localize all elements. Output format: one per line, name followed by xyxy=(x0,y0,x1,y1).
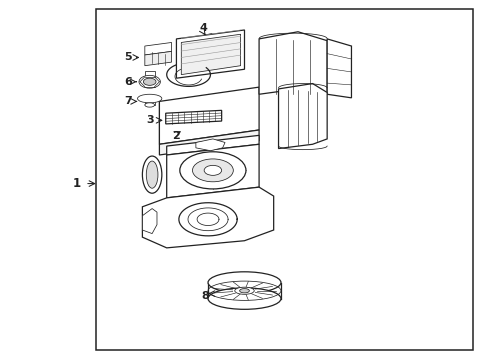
Polygon shape xyxy=(203,33,211,46)
Polygon shape xyxy=(142,187,273,248)
Polygon shape xyxy=(144,71,154,78)
Ellipse shape xyxy=(207,288,281,309)
Polygon shape xyxy=(144,51,171,66)
Text: 7: 7 xyxy=(123,96,131,107)
Polygon shape xyxy=(176,30,244,78)
Text: 5: 5 xyxy=(124,52,131,62)
Ellipse shape xyxy=(234,287,254,294)
Bar xyxy=(96,9,472,350)
Ellipse shape xyxy=(192,159,233,182)
Text: 3: 3 xyxy=(145,115,153,125)
Polygon shape xyxy=(259,32,326,94)
Polygon shape xyxy=(165,111,221,124)
Text: 1: 1 xyxy=(73,177,81,190)
Text: 2: 2 xyxy=(172,131,180,141)
Ellipse shape xyxy=(137,94,162,103)
Ellipse shape xyxy=(142,156,162,193)
Text: 6: 6 xyxy=(123,77,131,87)
Text: 4: 4 xyxy=(199,23,207,33)
Ellipse shape xyxy=(180,152,245,189)
Polygon shape xyxy=(211,38,222,44)
Ellipse shape xyxy=(146,161,158,188)
Polygon shape xyxy=(326,39,351,98)
Ellipse shape xyxy=(239,289,249,293)
Ellipse shape xyxy=(207,272,281,293)
Polygon shape xyxy=(159,130,259,155)
Polygon shape xyxy=(144,42,171,55)
Ellipse shape xyxy=(139,75,160,88)
Polygon shape xyxy=(144,99,154,105)
Polygon shape xyxy=(166,135,259,155)
Ellipse shape xyxy=(144,103,154,107)
Polygon shape xyxy=(278,84,326,149)
Polygon shape xyxy=(166,144,259,198)
Text: 8: 8 xyxy=(202,291,209,301)
Polygon shape xyxy=(142,208,157,234)
Polygon shape xyxy=(181,34,240,75)
Ellipse shape xyxy=(203,165,221,175)
Ellipse shape xyxy=(143,78,156,85)
Polygon shape xyxy=(196,139,224,151)
Polygon shape xyxy=(159,87,259,144)
